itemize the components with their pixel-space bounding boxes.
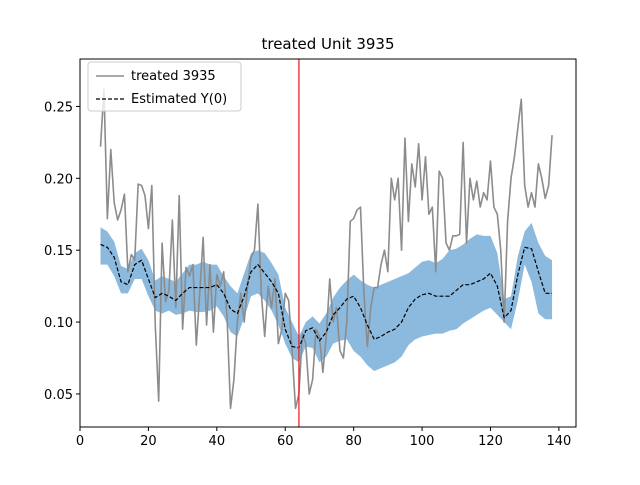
- x-tick-label: 100: [410, 434, 435, 449]
- axes-layer: 0 20 40 60 80 100 120 140 0.05 0.10 0.15 0.20 0.25: [44, 58, 577, 449]
- series-line-treated: [99, 88, 553, 410]
- legend-frame: [87, 61, 242, 112]
- series-line-estimated: [100, 243, 553, 349]
- x-tick-label: 40: [209, 434, 226, 449]
- x-tick-label: 120: [478, 434, 503, 449]
- y-tick-label: 0.20: [44, 172, 73, 187]
- x-tick-label: 0: [76, 434, 84, 449]
- x-tick-label: 140: [546, 434, 571, 449]
- y-tick-label: 0.25: [44, 100, 73, 115]
- axes-frame: [79, 58, 577, 428]
- y-tick-label: 0.10: [44, 316, 73, 331]
- x-tick-label: 60: [277, 434, 294, 449]
- y-tick-label: 0.15: [44, 244, 73, 259]
- plot-layer: [99, 59, 553, 427]
- legend-label-estimated: Estimated Y(0): [131, 92, 227, 107]
- y-tick-label: 0.05: [44, 388, 73, 403]
- chart-title: treated Unit 3935: [261, 35, 394, 53]
- x-tick-label: 80: [345, 434, 362, 449]
- legend: treated 3935 Estimated Y(0): [87, 61, 242, 112]
- legend-label-treated: treated 3935: [131, 69, 216, 84]
- x-tick-label: 20: [140, 434, 157, 449]
